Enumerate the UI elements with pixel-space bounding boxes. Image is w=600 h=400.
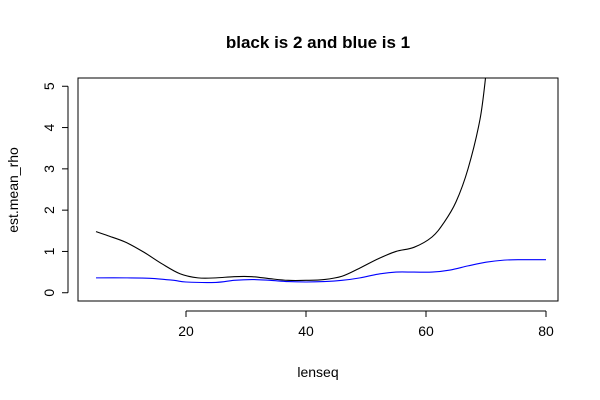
x-axis: 20 40 60 80 xyxy=(178,310,554,339)
x-axis-label: lenseq xyxy=(297,364,338,380)
x-tick-label: 60 xyxy=(418,323,434,339)
y-axis: 0 1 2 3 4 5 xyxy=(41,82,69,297)
series-layer xyxy=(95,78,547,284)
chart-title: black is 2 and blue is 1 xyxy=(226,33,410,52)
series-line-2 xyxy=(95,259,547,284)
y-tick-label: 3 xyxy=(41,165,57,173)
y-tick-label: 5 xyxy=(41,82,57,90)
x-tick-label: 40 xyxy=(298,323,314,339)
x-tick-label: 80 xyxy=(538,323,554,339)
series-line-1 xyxy=(95,78,487,282)
y-tick-label: 4 xyxy=(41,123,57,131)
y-tick-label: 1 xyxy=(41,247,57,255)
y-axis-label: est.mean_rho xyxy=(5,147,21,233)
y-tick-label: 2 xyxy=(41,206,57,214)
y-tick-label: 0 xyxy=(41,289,57,297)
x-tick-label: 20 xyxy=(178,323,194,339)
plot-area-frame xyxy=(77,77,559,302)
